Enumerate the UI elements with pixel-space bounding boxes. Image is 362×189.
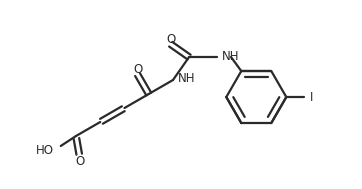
Text: O: O [166, 33, 175, 46]
Text: I: I [310, 91, 314, 104]
Text: HO: HO [36, 143, 54, 156]
Text: O: O [75, 155, 84, 168]
Text: NH: NH [178, 73, 195, 85]
Text: O: O [133, 63, 142, 76]
Text: NH: NH [222, 50, 240, 63]
